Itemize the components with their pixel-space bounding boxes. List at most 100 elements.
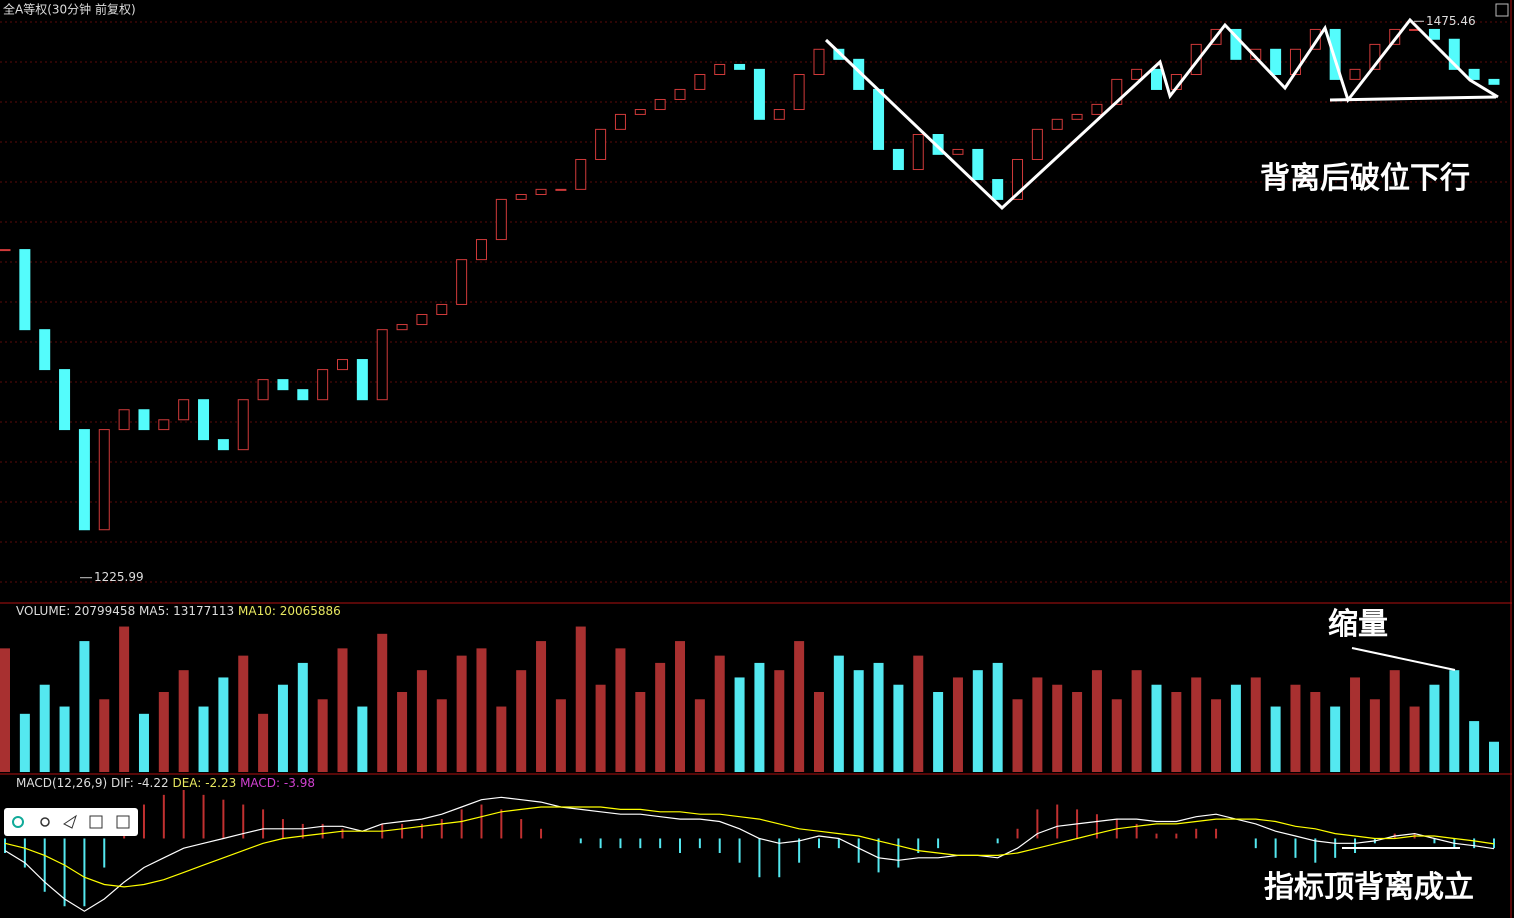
candle: [892, 148, 904, 171]
volume-bar: [238, 655, 249, 772]
candle: [436, 303, 448, 315]
volume-bar: [19, 713, 30, 772]
volume-bar: [79, 641, 90, 772]
volume-bar: [1091, 670, 1102, 772]
candle: [456, 259, 468, 305]
volume-bar: [734, 677, 745, 772]
volume-bar: [853, 670, 864, 772]
candle: [19, 249, 31, 331]
volume-bar: [1330, 706, 1341, 772]
candle: [793, 73, 805, 111]
volume-bar: [297, 662, 308, 772]
volume-bar: [377, 633, 388, 772]
high-label: 1475.46: [1426, 14, 1476, 28]
candle: [376, 329, 388, 401]
volume-bar: [476, 648, 487, 772]
volume-bar: [138, 713, 149, 772]
candle: [614, 113, 626, 130]
volume-bar: [317, 699, 328, 772]
candle: [1488, 78, 1500, 85]
candle: [992, 179, 1004, 200]
volume-bar: [516, 670, 527, 772]
annotation: 缩量: [1328, 607, 1388, 642]
candle: [1071, 113, 1083, 120]
grid: [0, 21, 1510, 583]
volume-bar: [1171, 692, 1182, 772]
candle: [753, 68, 765, 120]
volume-bar: [555, 699, 566, 772]
volume-header: VOLUME: 20799458 MA5: 13177113 MA10: 200…: [16, 604, 341, 618]
volume-bar: [536, 641, 547, 772]
candle: [1389, 28, 1401, 45]
candle: [932, 133, 944, 155]
macd-line: [4, 806, 1495, 888]
candle: [416, 313, 428, 326]
volume-bar: [1111, 699, 1122, 772]
candle: [595, 128, 607, 160]
volume-bar: [1211, 699, 1222, 772]
macd-header: MACD(12,26,9) DIF: -4.22 DEA: -2.23 MACD…: [16, 776, 315, 790]
volume-bar: [416, 670, 427, 772]
candle: [277, 379, 289, 391]
candle: [535, 188, 547, 195]
candle: [475, 239, 487, 261]
candle: [1012, 158, 1024, 200]
volume-bar: [972, 670, 983, 772]
candle: [1329, 28, 1341, 80]
toolbar[interactable]: [4, 808, 138, 836]
volume-bar: [1409, 706, 1420, 772]
macd-line: [4, 796, 1495, 912]
volume-bar: [1429, 684, 1440, 772]
candle: [714, 63, 726, 75]
volume-bar: [0, 648, 10, 772]
candle: [1131, 68, 1143, 80]
volume-bar: [933, 692, 944, 772]
volume-bar: [714, 655, 725, 772]
volume-bar: [1489, 741, 1499, 772]
candle: [217, 439, 229, 451]
candle: [356, 359, 368, 401]
candle: [773, 109, 785, 120]
candle: [1349, 68, 1361, 80]
volume-bar: [754, 662, 765, 772]
candle: [495, 198, 507, 241]
volume-bar: [873, 662, 884, 772]
volume-bar: [893, 684, 904, 772]
volume-bar: [635, 692, 646, 772]
candle: [555, 188, 567, 191]
volume-bar: [694, 699, 705, 772]
volume-bar: [397, 692, 408, 772]
volume-bar: [1310, 692, 1321, 772]
volume-bar: [99, 699, 110, 772]
volume-bar: [1250, 677, 1261, 772]
candle: [1468, 68, 1480, 80]
volume-bar: [952, 677, 963, 772]
volume-bar: [178, 670, 189, 772]
volume-bar: [337, 648, 348, 772]
candle: [178, 399, 190, 421]
volume-bar: [1052, 684, 1063, 772]
volume-bar: [1131, 670, 1142, 772]
volume-bar: [1072, 692, 1083, 772]
candle: [912, 133, 924, 171]
volume-bar: [218, 677, 229, 772]
volume-bar: [913, 655, 924, 772]
window-buttons[interactable]: [1495, 3, 1509, 17]
volume-bar: [813, 692, 824, 772]
candle: [78, 429, 90, 531]
volume-bar: [1032, 677, 1043, 772]
candle: [317, 369, 329, 401]
candle: [1091, 103, 1103, 115]
candle: [813, 48, 825, 75]
candle: [1428, 28, 1440, 40]
volume-bar: [992, 662, 1003, 772]
candle: [396, 324, 408, 331]
volume-bar: [258, 713, 269, 772]
candle: [1051, 118, 1063, 130]
candle: [337, 359, 349, 371]
volume-bar: [595, 684, 606, 772]
volume-bar: [1290, 684, 1301, 772]
volume-bar: [655, 662, 666, 772]
volume-bar: [198, 706, 209, 772]
